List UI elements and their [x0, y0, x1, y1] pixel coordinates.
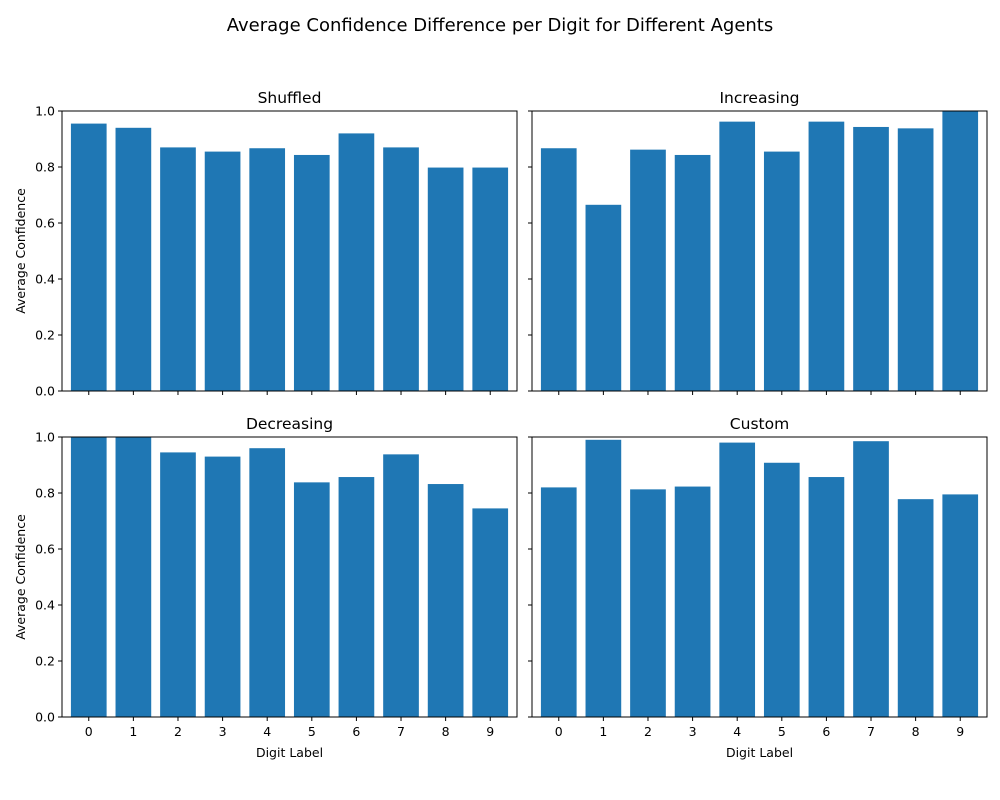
- bar-4: [249, 448, 286, 717]
- axes-frame: [61, 110, 518, 392]
- bar-3: [674, 154, 711, 391]
- bar-5: [763, 462, 800, 717]
- x-tick-label: 9: [486, 724, 494, 739]
- bar-0: [540, 148, 577, 391]
- bar-2: [630, 489, 666, 717]
- bar-8: [897, 128, 934, 392]
- y-axis-label: Average Confidence: [13, 514, 28, 640]
- subplot-decreasing: 0 1 2 3 4 5 6 7 8 9 0.0 0.2 0.4 0.6 0.8 1.0 Decreasing Av…: [13, 415, 518, 760]
- y-tick-label: 0.4: [35, 272, 55, 287]
- bar-1: [585, 439, 622, 717]
- x-tick-label: 1: [129, 724, 137, 739]
- x-tick-label: 3: [219, 724, 227, 739]
- subplot-title: Decreasing: [246, 415, 333, 433]
- bar-2: [160, 452, 196, 717]
- bar-1: [115, 437, 152, 717]
- x-axis-label: Digit Label: [726, 745, 793, 760]
- bar-1: [115, 127, 152, 392]
- x-tick-label: 0: [85, 724, 93, 739]
- subplot-shuffled: 0.0 0.2 0.4 0.6 0.8 1.0 Shuffled Average Confid…: [13, 89, 518, 399]
- bar-4: [719, 442, 756, 717]
- axes-frame: [61, 436, 518, 718]
- bar-3: [204, 151, 241, 391]
- subplot-increasing: Increasing: [528, 89, 988, 395]
- subplot-title: Shuffled: [258, 89, 322, 107]
- axes-frame: [531, 436, 988, 718]
- bar-6: [808, 121, 845, 391]
- bar-6: [808, 477, 845, 717]
- x-tick-label: 6: [352, 724, 360, 739]
- bar-7: [383, 454, 419, 717]
- bar-6: [338, 133, 375, 391]
- bar-3: [204, 456, 241, 717]
- x-tick-label: 0: [555, 724, 563, 739]
- bar-2: [630, 149, 666, 391]
- axes-frame: [531, 110, 988, 392]
- subplot-custom: 0 1 2 3 4 5 6 7 8 9 Custom Digit Label: [528, 415, 988, 760]
- bar-0: [70, 123, 107, 391]
- x-tick-label: 8: [442, 724, 450, 739]
- bar-3: [674, 486, 711, 717]
- x-tick-label: 4: [733, 724, 741, 739]
- bar-7: [383, 147, 419, 391]
- y-tick-label: 0.6: [35, 542, 55, 557]
- bar-1: [585, 204, 622, 391]
- x-tick-label: 7: [867, 724, 875, 739]
- figure-suptitle: Average Confidence Difference per Digit …: [227, 15, 774, 36]
- bar-9: [942, 111, 979, 391]
- x-tick-label: 5: [778, 724, 786, 739]
- bar-8: [897, 499, 934, 717]
- bar-8: [427, 484, 464, 717]
- y-axis-label: Average Confidence: [13, 188, 28, 314]
- x-tick-label: 7: [397, 724, 405, 739]
- bar-9: [942, 494, 979, 717]
- x-tick-label: 4: [263, 724, 271, 739]
- bar-9: [472, 508, 509, 717]
- bar-5: [293, 482, 330, 717]
- bar-8: [427, 167, 464, 391]
- x-tick-label: 1: [599, 724, 607, 739]
- bar-0: [70, 437, 107, 717]
- x-tick-label: 5: [308, 724, 316, 739]
- x-tick-label: 3: [689, 724, 697, 739]
- y-tick-label: 1.0: [35, 104, 55, 119]
- x-tick-label: 2: [644, 724, 652, 739]
- bar-4: [249, 148, 286, 391]
- x-tick-label: 8: [912, 724, 920, 739]
- bar-6: [338, 477, 375, 717]
- y-tick-label: 0.0: [35, 710, 55, 725]
- subplot-title: Increasing: [719, 89, 799, 107]
- y-tick-label: 0.6: [35, 216, 55, 231]
- bar-9: [472, 167, 509, 391]
- y-tick-label: 0.2: [35, 654, 55, 669]
- bar-2: [160, 147, 196, 391]
- y-tick-label: 0.4: [35, 598, 55, 613]
- bar-7: [853, 441, 889, 717]
- y-tick-label: 0.0: [35, 384, 55, 399]
- bar-7: [853, 126, 889, 392]
- x-tick-label: 9: [956, 724, 964, 739]
- x-axis-label: Digit Label: [256, 745, 323, 760]
- bar-5: [293, 154, 330, 391]
- bar-4: [719, 121, 756, 391]
- bar-5: [763, 151, 800, 391]
- bar-0: [540, 487, 577, 717]
- y-tick-label: 0.8: [35, 160, 55, 175]
- y-tick-label: 0.2: [35, 328, 55, 343]
- x-tick-label: 6: [822, 724, 830, 739]
- x-tick-label: 2: [174, 724, 182, 739]
- y-tick-label: 1.0: [35, 430, 55, 445]
- y-tick-label: 0.8: [35, 486, 55, 501]
- subplot-title: Custom: [730, 415, 789, 433]
